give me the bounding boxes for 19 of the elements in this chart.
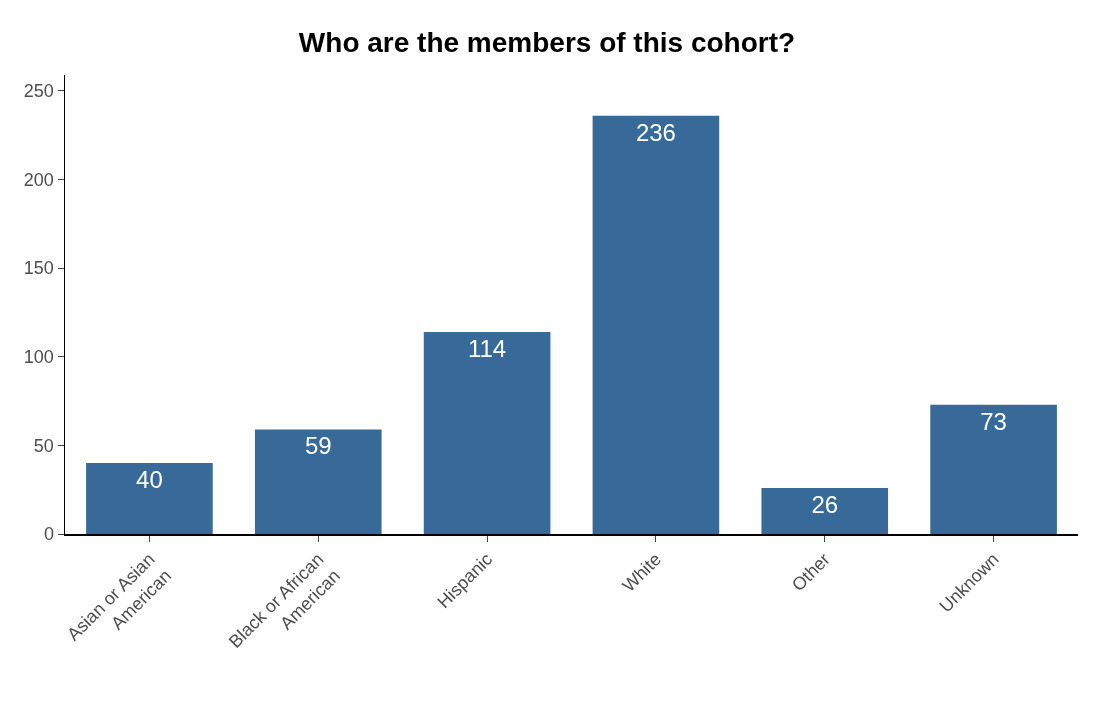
data-label: 59 [304,432,332,460]
bar [930,404,1057,534]
y-tick-label: 150 [23,258,54,279]
y-tick-label: 0 [43,524,54,545]
chart-title: Who are the members of this cohort? [298,26,796,58]
data-label: 114 [467,334,507,362]
data-label: 73 [980,407,1007,435]
y-tick-label: 100 [23,347,54,368]
data-label: 236 [635,118,676,146]
bar [761,487,889,534]
bar [254,429,382,534]
bar [86,463,213,534]
data-label: 40 [136,466,163,494]
bar [592,115,720,534]
bar [423,331,551,534]
y-tick-label: 250 [23,81,54,102]
y-tick-label: 50 [33,435,54,456]
data-label: 26 [811,490,839,518]
y-tick-label: 200 [23,169,54,190]
